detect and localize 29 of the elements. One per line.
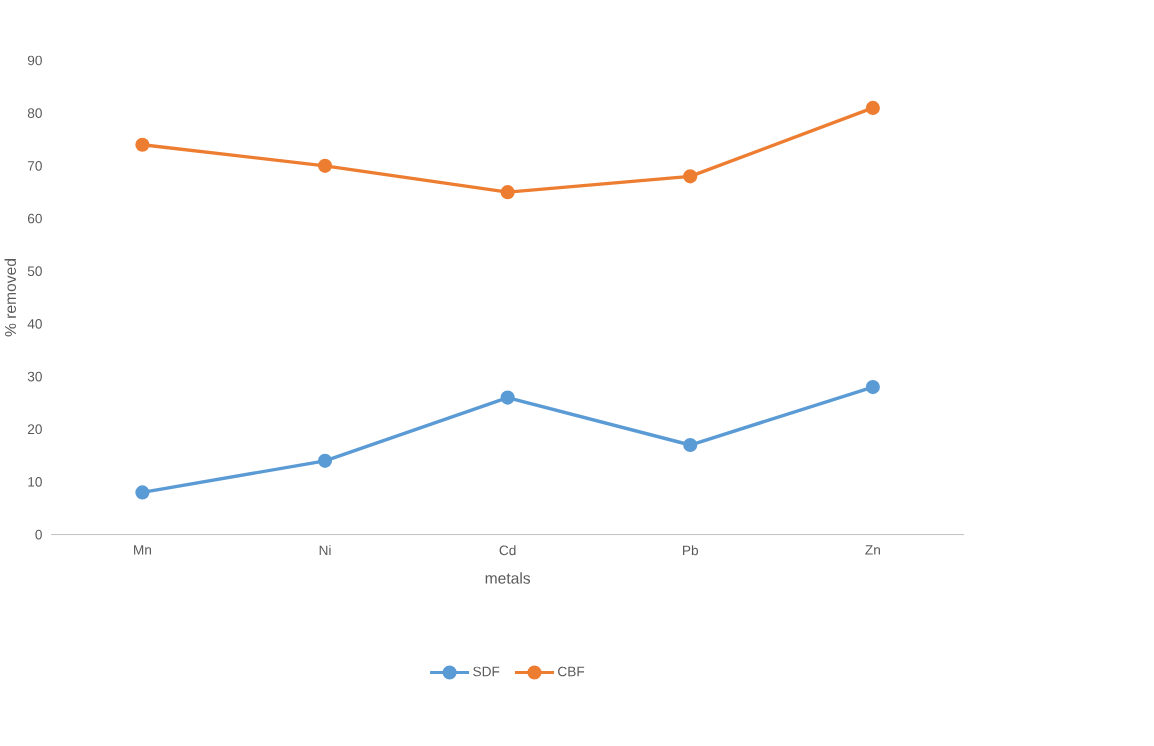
- point: [500, 184, 515, 200]
- y-tick-label: 90: [27, 55, 42, 66]
- x-tick-label: Pb: [683, 545, 699, 556]
- point: [683, 437, 698, 452]
- x-tick-label: Mn: [134, 545, 152, 555]
- point: [135, 137, 150, 152]
- y-tick-label: 10: [28, 476, 42, 487]
- point: [135, 485, 150, 500]
- point: [865, 379, 880, 395]
- point: [317, 158, 333, 173]
- y-tick-label: 40: [27, 318, 42, 329]
- point: [683, 169, 698, 184]
- legend-label: SDF: [473, 666, 500, 677]
- y-tick-label: 70: [27, 160, 42, 171]
- y-tick-label: 20: [27, 424, 42, 434]
- y-tick-label: 60: [27, 213, 42, 224]
- point: [865, 100, 880, 115]
- x-tick-label: Cd: [499, 545, 516, 556]
- y-tick-label: 80: [27, 108, 42, 118]
- x-tick-label: Zn: [865, 545, 880, 555]
- y-tick-label: 0: [35, 529, 42, 540]
- y-axis-title: % removed: [4, 258, 17, 337]
- x-axis-title: metals: [485, 572, 531, 584]
- legend-label: CBF: [558, 666, 585, 677]
- point: [317, 453, 333, 468]
- point: [500, 390, 515, 405]
- x-tick-label: Ni: [319, 545, 331, 555]
- y-tick-label: 30: [27, 371, 42, 382]
- y-tick-label: 50: [27, 266, 42, 276]
